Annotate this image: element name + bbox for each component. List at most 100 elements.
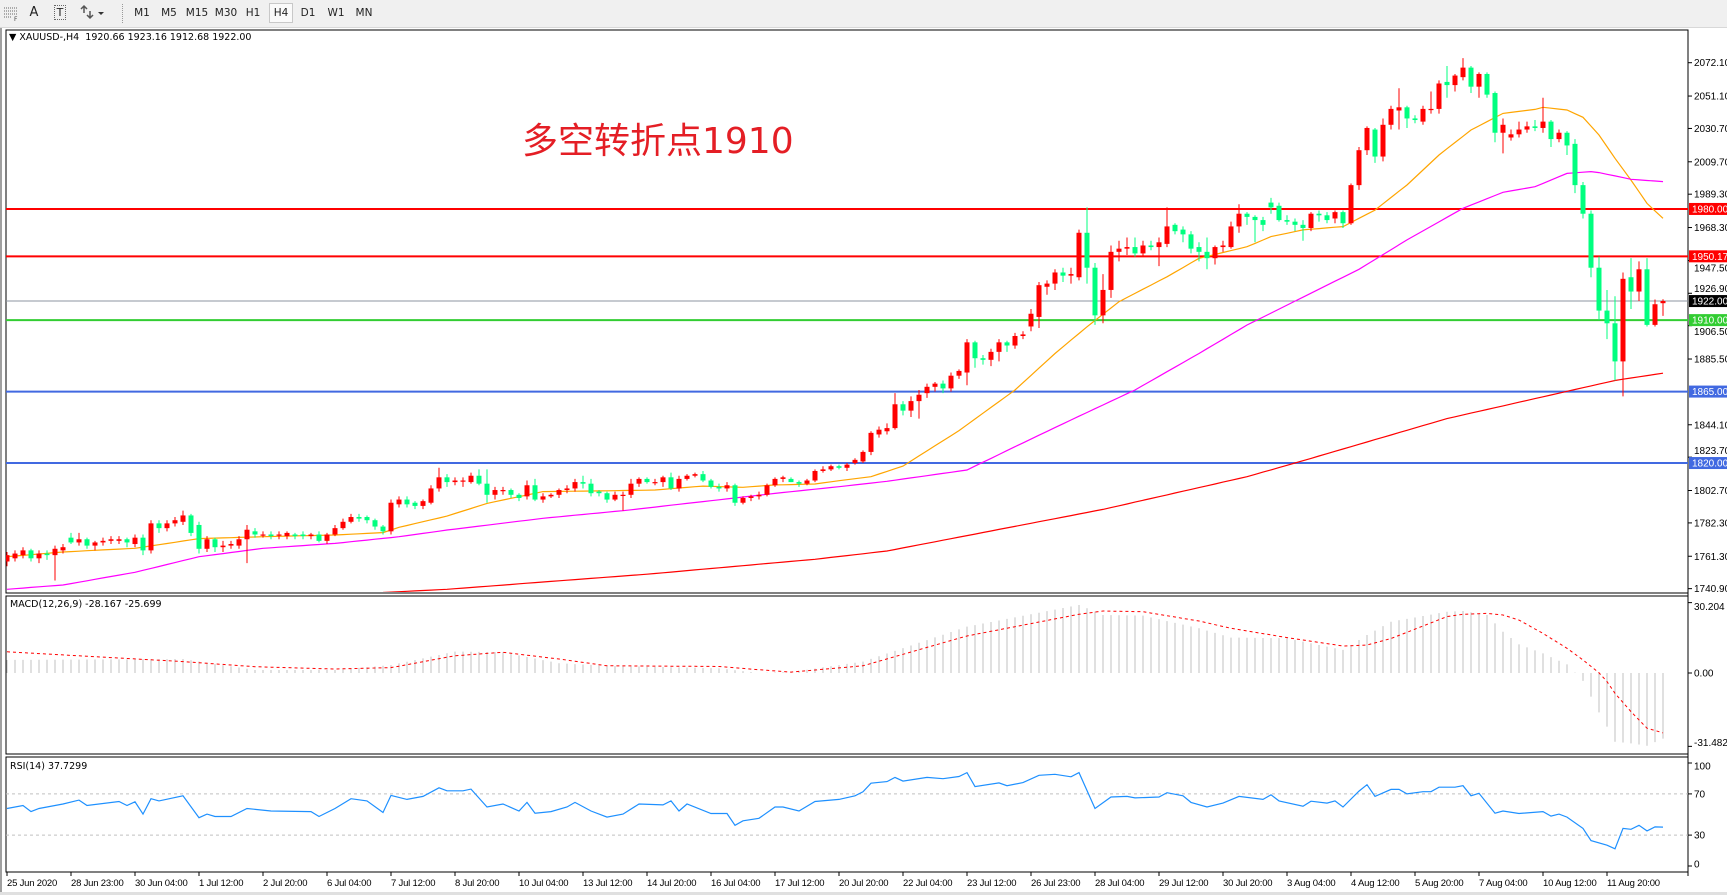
candle[interactable]	[244, 524, 250, 564]
candle[interactable]	[956, 369, 962, 379]
candle[interactable]	[1556, 129, 1562, 143]
candle[interactable]	[788, 477, 794, 483]
candle[interactable]	[1076, 229, 1082, 281]
candle[interactable]	[1396, 88, 1402, 130]
candle[interactable]	[924, 383, 930, 398]
candle[interactable]	[756, 491, 762, 500]
candle[interactable]	[1604, 289, 1610, 340]
candle[interactable]	[1348, 183, 1354, 225]
candle[interactable]	[412, 501, 418, 510]
candle[interactable]	[1436, 80, 1442, 114]
candle[interactable]	[1460, 58, 1466, 81]
candle[interactable]	[1052, 269, 1058, 290]
candle[interactable]	[764, 483, 770, 497]
text-label-tool-button[interactable]: T	[52, 3, 68, 23]
candle[interactable]	[268, 531, 274, 540]
candle[interactable]	[820, 466, 826, 473]
candle[interactable]	[396, 496, 402, 508]
candle[interactable]	[1652, 299, 1658, 327]
candle[interactable]	[1636, 261, 1642, 302]
candle[interactable]	[236, 536, 242, 549]
candle[interactable]	[1364, 126, 1370, 155]
candle[interactable]	[620, 491, 626, 511]
candle[interactable]	[740, 496, 746, 505]
candle[interactable]	[892, 393, 898, 430]
candle[interactable]	[628, 478, 634, 498]
candle[interactable]	[84, 537, 90, 549]
candle[interactable]	[148, 520, 154, 554]
candle[interactable]	[348, 513, 354, 524]
candle[interactable]	[580, 475, 586, 489]
candle[interactable]	[844, 463, 850, 471]
candle[interactable]	[940, 380, 946, 394]
candle[interactable]	[364, 515, 370, 524]
candle[interactable]	[1292, 218, 1298, 232]
candle[interactable]	[1132, 237, 1138, 257]
candle[interactable]	[700, 470, 706, 483]
candle[interactable]	[1412, 115, 1418, 124]
candle[interactable]	[548, 493, 554, 498]
candle[interactable]	[1628, 258, 1634, 309]
candle[interactable]	[1644, 258, 1650, 327]
candle[interactable]	[860, 450, 866, 464]
candle[interactable]	[324, 532, 330, 545]
candle[interactable]	[796, 480, 802, 487]
candle[interactable]	[804, 478, 810, 486]
candle[interactable]	[60, 544, 66, 554]
candle[interactable]	[1180, 226, 1186, 243]
candle[interactable]	[1532, 120, 1538, 132]
candle[interactable]	[500, 486, 506, 495]
candle[interactable]	[876, 426, 882, 438]
candle[interactable]	[1004, 340, 1010, 352]
candle[interactable]	[28, 548, 34, 562]
main-price-panel[interactable]	[5, 29, 1689, 594]
candle[interactable]	[468, 472, 474, 484]
candle[interactable]	[1548, 120, 1554, 148]
candle[interactable]	[476, 469, 482, 486]
candle[interactable]	[556, 488, 562, 498]
candle[interactable]	[1580, 181, 1586, 219]
candle[interactable]	[716, 483, 722, 492]
candle[interactable]	[228, 540, 234, 549]
candle[interactable]	[612, 491, 618, 502]
candle[interactable]	[708, 478, 714, 489]
candle[interactable]	[1476, 72, 1482, 98]
candle[interactable]	[116, 536, 122, 545]
candle[interactable]	[532, 478, 538, 502]
candle[interactable]	[1404, 105, 1410, 128]
candle[interactable]	[1028, 308, 1034, 332]
candle[interactable]	[588, 478, 594, 497]
candle[interactable]	[1068, 267, 1074, 284]
candle[interactable]	[868, 431, 874, 456]
candle[interactable]	[1596, 256, 1602, 321]
candle[interactable]	[1236, 204, 1242, 233]
candle[interactable]	[100, 537, 106, 546]
candle[interactable]	[44, 550, 50, 560]
candle[interactable]	[92, 540, 98, 551]
candle[interactable]	[996, 339, 1002, 362]
candle[interactable]	[1060, 267, 1066, 283]
candle[interactable]	[52, 545, 58, 581]
timeframe-mn-button[interactable]: MN	[355, 7, 373, 19]
candle[interactable]	[524, 480, 530, 500]
chart-annotation-text[interactable]: 多空转折点1910	[522, 121, 794, 162]
candle[interactable]	[684, 474, 690, 481]
candle[interactable]	[276, 531, 282, 540]
candle[interactable]	[204, 536, 210, 552]
candle[interactable]	[1572, 139, 1578, 194]
candle[interactable]	[300, 531, 306, 540]
candle[interactable]	[140, 534, 146, 556]
candle[interactable]	[428, 485, 434, 505]
candle[interactable]	[644, 477, 650, 484]
candle[interactable]	[540, 493, 546, 503]
candle[interactable]	[1340, 210, 1346, 229]
candle[interactable]	[68, 532, 74, 545]
candle[interactable]	[260, 531, 266, 538]
candle[interactable]	[1660, 299, 1666, 316]
candle[interactable]	[108, 536, 114, 545]
candle[interactable]	[1324, 212, 1330, 224]
candle[interactable]	[196, 521, 202, 554]
candle[interactable]	[156, 520, 162, 533]
candle[interactable]	[1228, 221, 1234, 249]
candle[interactable]	[1492, 91, 1498, 143]
